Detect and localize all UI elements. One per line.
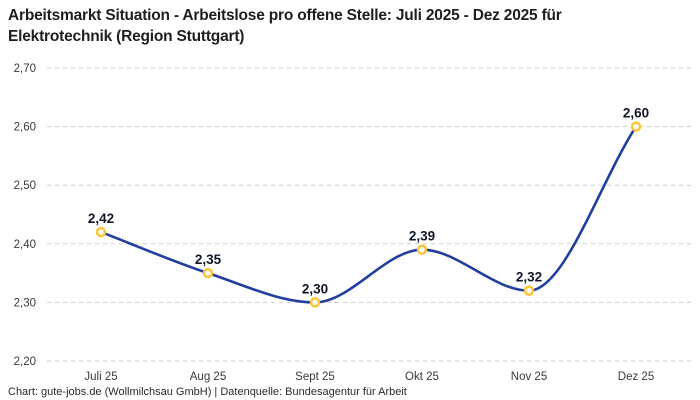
data-series-line: [99, 125, 638, 304]
data-point-marker: [202, 267, 214, 279]
chart-title: Arbeitsmarkt Situation - Arbeitslose pro…: [8, 5, 692, 47]
data-point-marker: [416, 244, 428, 255]
chart-title-line1: Arbeitsmarkt Situation - Arbeitslose pro…: [8, 7, 562, 24]
data-point-label: 2,42: [88, 211, 114, 226]
x-axis-tick-label: Nov 25: [511, 371, 547, 383]
y-axis-tick-label: 2,30: [14, 297, 36, 309]
data-point-label: 2,30: [302, 281, 328, 296]
data-point-label: 2,32: [516, 270, 542, 285]
data-point-label: 2,35: [195, 252, 222, 267]
x-axis-tick-label: Okt 25: [405, 371, 439, 383]
data-point-marker: [523, 285, 535, 296]
data-point-marker: [630, 121, 642, 132]
chart-title-line2: Elektrotechnik (Region Stuttgart): [8, 28, 245, 45]
x-axis-tick-label: Aug 25: [190, 371, 226, 383]
y-axis-tick-label: 2,50: [14, 180, 36, 192]
y-axis-tick-label: 2,20: [14, 356, 36, 368]
data-point-label: 2,60: [623, 106, 649, 121]
y-axis-tick-label: 2,70: [14, 63, 36, 75]
x-axis-tick-label: Juli 25: [84, 371, 117, 383]
chart-attribution: Chart: gute-jobs.de (Wollmilchsau GmbH) …: [8, 386, 407, 398]
y-axis-tick-label: 2,40: [14, 239, 36, 251]
data-point-label: 2,39: [409, 229, 435, 244]
data-point-marker: [309, 297, 321, 308]
data-point-marker: [95, 226, 107, 238]
x-axis-tick-label: Sept 25: [295, 371, 335, 383]
y-axis-tick-label: 2,60: [14, 122, 36, 134]
x-axis-tick-label: Dez 25: [618, 371, 654, 383]
